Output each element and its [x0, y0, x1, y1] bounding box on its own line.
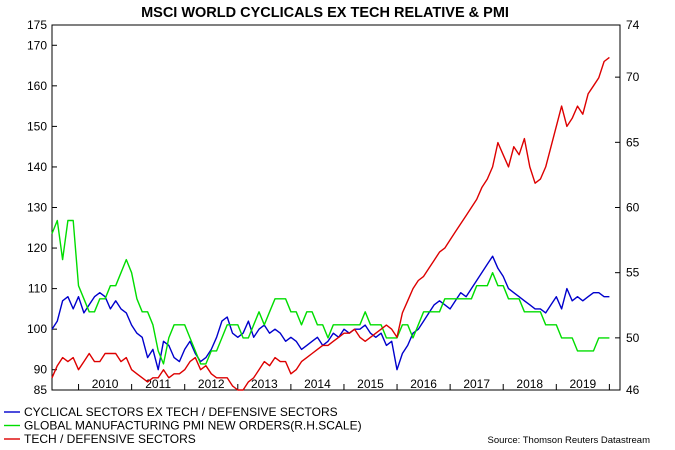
y-left-tick-label: 160 [27, 79, 47, 93]
x-tick-label: 2018 [516, 377, 543, 391]
y-right-tick-label: 55 [626, 266, 640, 280]
legend-label-1: CYCLICAL SECTORS EX TECH / DEFENSIVE SEC… [24, 405, 338, 419]
legend-label-2: GLOBAL MANUFACTURING PMI NEW ORDERS(R.H.… [24, 419, 362, 433]
y-left-tick-label: 120 [27, 241, 47, 255]
y-left-tick-label: 130 [27, 201, 47, 215]
legend: CYCLICAL SECTORS EX TECH / DEFENSIVE SEC… [4, 405, 362, 446]
series-line-1 [51, 255, 610, 371]
y-axis-left: 85 90 100 110 120 130 140 150 160 170 175 [27, 18, 57, 397]
y-left-tick-label: 85 [34, 383, 48, 397]
series-line-2 [51, 219, 610, 365]
y-axis-right: 46 50 55 60 65 70 74 [615, 18, 640, 397]
series-line-3 [51, 56, 610, 391]
y-left-tick-label: 175 [27, 18, 47, 32]
legend-label-3: TECH / DEFENSIVE SECTORS [24, 432, 196, 446]
y-right-tick-label: 74 [626, 18, 640, 32]
y-left-tick-label: 110 [28, 282, 47, 296]
chart-title: MSCI WORLD CYCLICALS EX TECH RELATIVE & … [141, 5, 509, 21]
x-tick-label: 2012 [198, 377, 225, 391]
y-right-tick-label: 65 [626, 135, 640, 149]
x-tick-label: 2019 [569, 377, 596, 391]
x-tick-label: 2011 [145, 377, 171, 391]
y-left-tick-label: 150 [27, 119, 47, 133]
y-left-tick-label: 90 [34, 363, 48, 377]
x-tick-label: 2015 [357, 377, 384, 391]
y-left-tick-label: 100 [27, 322, 47, 336]
x-tick-label: 2014 [304, 377, 331, 391]
y-right-tick-label: 50 [626, 331, 640, 345]
x-tick-label: 2017 [463, 377, 490, 391]
x-tick-label: 2013 [251, 377, 278, 391]
y-right-tick-label: 60 [626, 201, 640, 215]
y-right-tick-label: 46 [626, 383, 640, 397]
x-tick-label: 2016 [410, 377, 437, 391]
series-lines [51, 56, 610, 391]
y-left-tick-label: 170 [27, 38, 47, 52]
x-axis: 2010 2011 2012 2013 2014 2015 2016 2017 2018 2019 [78, 377, 610, 391]
source-note: Source: Thomson Reuters Datastream [488, 435, 651, 446]
y-left-tick-label: 140 [27, 160, 47, 174]
x-tick-label: 2010 [92, 377, 119, 391]
y-right-tick-label: 70 [626, 70, 640, 84]
